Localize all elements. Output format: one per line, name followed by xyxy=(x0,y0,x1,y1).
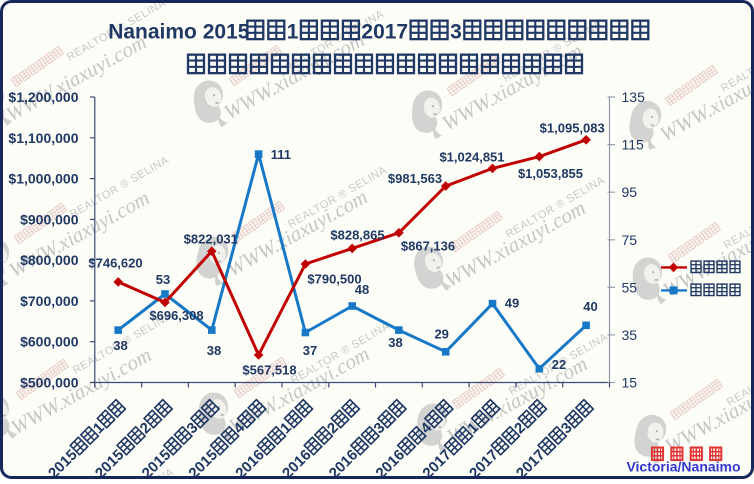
svg-text:115: 115 xyxy=(622,137,645,153)
svg-text:48: 48 xyxy=(355,282,369,297)
svg-text:15: 15 xyxy=(622,375,638,391)
svg-text:$1,053,855: $1,053,855 xyxy=(518,166,583,181)
svg-text:38: 38 xyxy=(207,343,221,358)
svg-text:38: 38 xyxy=(388,335,402,350)
svg-text:$1,095,083: $1,095,083 xyxy=(540,120,605,135)
svg-text:37: 37 xyxy=(303,343,317,358)
svg-text:$790,500: $790,500 xyxy=(307,271,361,286)
svg-text:55: 55 xyxy=(622,279,638,295)
svg-text:$828,865: $828,865 xyxy=(330,228,384,243)
svg-text:35: 35 xyxy=(622,327,638,343)
svg-text:$1,200,000: $1,200,000 xyxy=(8,89,78,105)
svg-text:$500,000: $500,000 xyxy=(20,375,79,391)
svg-text:Nanaimo 2015: Nanaimo 2015 xyxy=(108,20,250,43)
svg-text:95: 95 xyxy=(622,184,638,200)
svg-text:$981,563: $981,563 xyxy=(388,171,442,186)
svg-text:$867,136: $867,136 xyxy=(401,239,455,254)
svg-text:$1,000,000: $1,000,000 xyxy=(8,171,78,187)
svg-text:22: 22 xyxy=(552,357,566,372)
svg-text:$822,031: $822,031 xyxy=(184,232,238,247)
svg-text:49: 49 xyxy=(505,296,519,311)
svg-text:$746,620: $746,620 xyxy=(88,256,142,271)
svg-text:29: 29 xyxy=(434,327,448,342)
svg-text:53: 53 xyxy=(156,272,170,287)
svg-text:1: 1 xyxy=(287,20,299,43)
svg-text:3: 3 xyxy=(450,20,462,43)
svg-text:$600,000: $600,000 xyxy=(20,334,79,350)
svg-text:2017: 2017 xyxy=(361,20,408,43)
svg-text:$1,100,000: $1,100,000 xyxy=(8,130,78,146)
svg-text:$900,000: $900,000 xyxy=(20,211,79,227)
svg-text:$800,000: $800,000 xyxy=(20,252,79,268)
svg-text:$696,308: $696,308 xyxy=(149,308,203,323)
svg-text:$700,000: $700,000 xyxy=(20,293,79,309)
svg-text:Victoria/Nanaimo: Victoria/Nanaimo xyxy=(626,459,740,475)
svg-text:$567,518: $567,518 xyxy=(242,363,296,378)
svg-text:75: 75 xyxy=(622,232,638,248)
svg-text:40: 40 xyxy=(583,299,597,314)
svg-text:$1,024,851: $1,024,851 xyxy=(439,150,504,165)
svg-text:135: 135 xyxy=(622,89,646,105)
svg-text:38: 38 xyxy=(113,338,127,353)
svg-text:111: 111 xyxy=(271,147,291,162)
